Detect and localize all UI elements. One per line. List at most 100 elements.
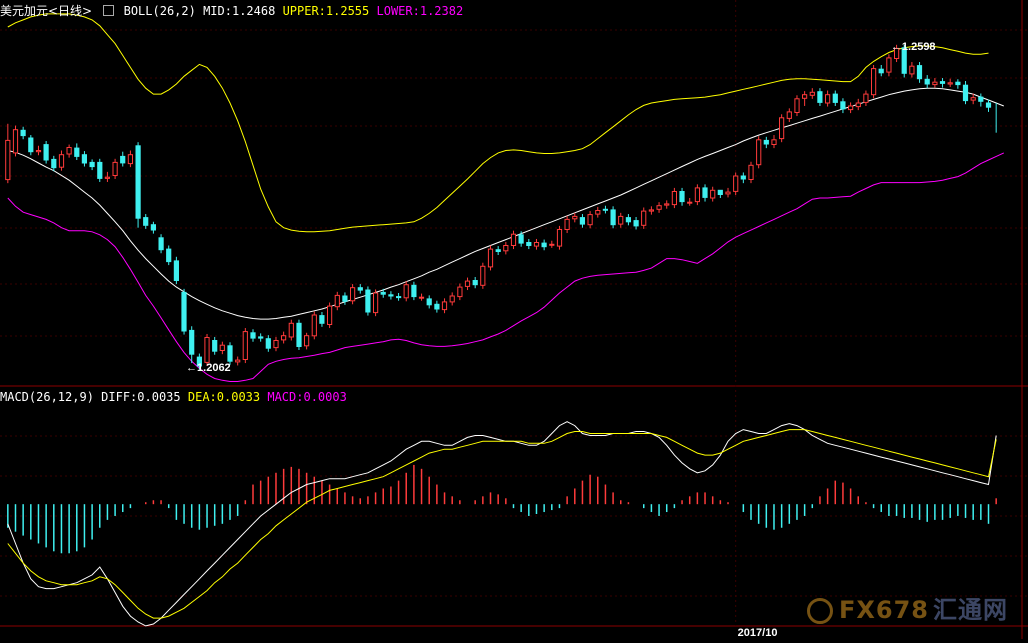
candle-body bbox=[127, 154, 134, 165]
candle-body bbox=[878, 68, 884, 74]
candle-body bbox=[978, 96, 984, 102]
candle-body bbox=[250, 332, 256, 339]
candle-body bbox=[189, 329, 195, 355]
boll-header: 美元加元<日线> BOLL(26,2) MID:1.2468 UPPER:1.2… bbox=[0, 4, 463, 18]
candle-body bbox=[733, 175, 739, 192]
candle-body bbox=[281, 335, 287, 341]
candle-body bbox=[411, 284, 417, 298]
candle-body bbox=[556, 229, 563, 247]
candle-body bbox=[81, 154, 88, 164]
candle-body bbox=[894, 47, 900, 60]
candle-body bbox=[832, 93, 838, 103]
candle-body bbox=[242, 331, 248, 361]
candle-body bbox=[625, 217, 631, 223]
macd-header: MACD(26,12,9) DIFF:0.0035 DEA:0.0033 MAC… bbox=[0, 390, 347, 404]
candle-body bbox=[342, 295, 348, 302]
candle-body bbox=[962, 84, 969, 102]
candle-body bbox=[740, 175, 746, 180]
candle-body bbox=[610, 209, 616, 226]
candle-body bbox=[656, 205, 662, 210]
boll-upper-value: UPPER:1.2555 bbox=[282, 4, 370, 18]
watermark-cn-text: 汇通网 bbox=[933, 596, 1008, 624]
candle-body bbox=[480, 265, 486, 286]
candle-body bbox=[434, 303, 440, 310]
candle-body bbox=[12, 129, 19, 154]
macd-indicator-label: MACD(26,12,9) bbox=[0, 390, 94, 404]
candle-body bbox=[472, 280, 478, 286]
watermark-text: FX678 bbox=[839, 596, 929, 624]
candle-body bbox=[602, 208, 608, 211]
candle-body bbox=[388, 294, 394, 297]
candle-body bbox=[350, 287, 356, 302]
candle-body bbox=[671, 191, 677, 206]
candle-body bbox=[51, 158, 57, 169]
watermark: FX678 汇通网 bbox=[807, 590, 1008, 625]
candle-body bbox=[58, 154, 65, 168]
macd-dea-line bbox=[7, 429, 997, 619]
candle-body bbox=[717, 189, 723, 196]
candle-body bbox=[748, 164, 754, 181]
candle-body bbox=[541, 242, 547, 248]
candle-body bbox=[150, 224, 157, 231]
candle-body bbox=[212, 340, 218, 352]
candle-body bbox=[464, 280, 471, 287]
candle-body bbox=[143, 217, 149, 226]
candle-body bbox=[595, 210, 601, 215]
candle-body bbox=[518, 234, 524, 244]
candle-body bbox=[809, 91, 815, 96]
indicator-switch-icon[interactable] bbox=[103, 5, 115, 16]
candle-body bbox=[120, 155, 126, 164]
candle-body bbox=[825, 94, 831, 104]
candle-body bbox=[441, 301, 448, 311]
candle-body bbox=[587, 214, 593, 226]
candle-body bbox=[763, 139, 769, 145]
candle-body bbox=[288, 322, 294, 338]
high-price-label: ←1.2598 bbox=[891, 41, 936, 53]
candle-body bbox=[855, 102, 861, 108]
candle-body bbox=[219, 344, 225, 352]
low-price-label: ←1.2062 bbox=[186, 362, 231, 374]
candle-body bbox=[901, 47, 907, 74]
candle-body bbox=[166, 248, 172, 263]
watermark-logo-icon bbox=[807, 598, 833, 624]
candle-body bbox=[794, 98, 800, 114]
symbol-label[interactable]: 美元加元<日线> bbox=[0, 4, 93, 18]
candle-body bbox=[886, 57, 892, 73]
candle-body bbox=[304, 335, 310, 347]
candle-body bbox=[633, 220, 639, 227]
candle-body bbox=[327, 305, 333, 326]
macd-diff-line bbox=[7, 421, 997, 627]
candle-body bbox=[495, 249, 501, 252]
candle-body bbox=[564, 218, 570, 230]
candle-body bbox=[104, 176, 111, 179]
candle-body bbox=[28, 137, 34, 153]
candle-body bbox=[549, 243, 555, 246]
candle-body bbox=[909, 65, 915, 75]
boll-indicator-label: BOLL(26,2) bbox=[123, 4, 196, 18]
candle-body bbox=[710, 189, 716, 199]
candle-body bbox=[840, 101, 846, 110]
candle-body bbox=[43, 144, 49, 161]
candle-body bbox=[510, 233, 517, 246]
candle-body bbox=[380, 291, 386, 295]
candle-body bbox=[311, 314, 317, 337]
candle-body bbox=[487, 248, 494, 268]
boll-mid-line bbox=[7, 87, 1004, 320]
boll-mid-value: MID:1.2468 bbox=[203, 4, 276, 18]
candle-body bbox=[20, 129, 26, 137]
candle-body bbox=[89, 161, 95, 168]
candle-body bbox=[227, 345, 233, 362]
candle-body bbox=[503, 245, 509, 252]
candle-body bbox=[526, 242, 532, 246]
candle-body bbox=[679, 191, 685, 203]
candle-body bbox=[947, 82, 953, 85]
boll-lower-value: LOWER:1.2382 bbox=[376, 4, 464, 18]
candle-body bbox=[725, 191, 731, 195]
candle-body bbox=[74, 147, 80, 157]
candle-body bbox=[572, 215, 578, 220]
candle-body bbox=[871, 68, 877, 96]
candle-body bbox=[396, 296, 402, 299]
candle-body bbox=[802, 94, 808, 99]
